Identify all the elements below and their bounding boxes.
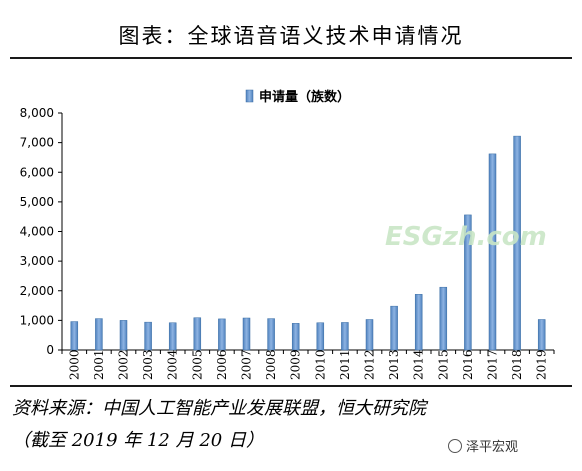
x-tick-label: 2011 — [338, 349, 352, 380]
legend-swatch — [245, 89, 254, 103]
y-tick-label: 0 — [46, 343, 54, 357]
source-line-2: （截至 2019 年 12 月 20 日） — [12, 430, 264, 451]
source-note: 资料来源：中国人工智能产业发展联盟，恒大研究院 （截至 2019 年 12 月 … — [12, 393, 426, 457]
bar — [513, 135, 521, 351]
bar — [119, 320, 128, 351]
y-tick-label: 4,000 — [20, 225, 54, 239]
bar — [488, 153, 497, 351]
bar — [144, 321, 152, 351]
x-tick-label: 2012 — [363, 349, 377, 380]
y-tick-label: 7,000 — [20, 136, 54, 150]
bar — [439, 286, 448, 351]
bar — [267, 318, 275, 351]
y-tick-label: 5,000 — [20, 195, 54, 209]
source-divider — [10, 385, 572, 387]
x-tick-label: 2017 — [486, 349, 500, 380]
x-tick-label: 2002 — [117, 349, 131, 380]
x-tick-label: 2008 — [264, 349, 278, 380]
x-tick-label: 2015 — [436, 349, 450, 380]
bar — [365, 319, 374, 351]
source-line-1: 资料来源：中国人工智能产业发展联盟，恒大研究院 — [12, 398, 426, 419]
wechat-badge: 泽平宏观 — [448, 436, 518, 455]
x-tick-label: 2007 — [240, 349, 254, 380]
x-tick-label: 2014 — [412, 349, 426, 380]
bar — [218, 318, 226, 351]
legend-label: 申请量（族数） — [259, 89, 350, 105]
bar — [390, 305, 398, 351]
bar-chart: 0 1,000 2,000 3,000 4,000 5,000 6,000 7,000 8,00… — [20, 89, 555, 380]
x-tick-label: 2006 — [215, 349, 229, 380]
chart-title: 图表：全球语音语义技术申请情况 — [118, 24, 464, 48]
x-tick-label: 2000 — [67, 349, 81, 380]
bar — [414, 294, 423, 351]
title-divider — [10, 57, 572, 59]
bar — [193, 317, 202, 351]
x-tick-label: 2004 — [166, 349, 180, 380]
y-tick-label: 1,000 — [20, 313, 54, 327]
bar — [95, 318, 103, 351]
badge-label: 泽平宏观 — [466, 440, 519, 455]
y-tick-label: 8,000 — [20, 106, 54, 120]
bar — [242, 317, 251, 351]
x-tick-label: 2019 — [535, 349, 549, 380]
x-tick-label: 2010 — [313, 349, 327, 380]
y-tick-label: 6,000 — [20, 165, 54, 179]
x-tick-label: 2013 — [387, 349, 401, 380]
bar — [316, 322, 325, 351]
watermark: ESGzh.com — [385, 222, 547, 252]
bar — [341, 322, 349, 351]
bar — [168, 322, 177, 351]
bar — [291, 323, 300, 351]
x-tick-label: 2001 — [92, 349, 106, 380]
x-tick-label: 2009 — [289, 349, 303, 380]
bar — [464, 214, 472, 351]
bar — [70, 321, 79, 351]
y-tick-label: 2,000 — [20, 284, 54, 298]
x-tick-label: 2018 — [510, 349, 524, 380]
x-tick-label: 2003 — [141, 349, 155, 380]
y-tick-label: 3,000 — [20, 254, 54, 268]
bar — [537, 319, 546, 351]
x-tick-label: 2016 — [461, 349, 475, 380]
x-tick-label: 2005 — [190, 349, 204, 380]
wechat-icon — [448, 438, 462, 453]
